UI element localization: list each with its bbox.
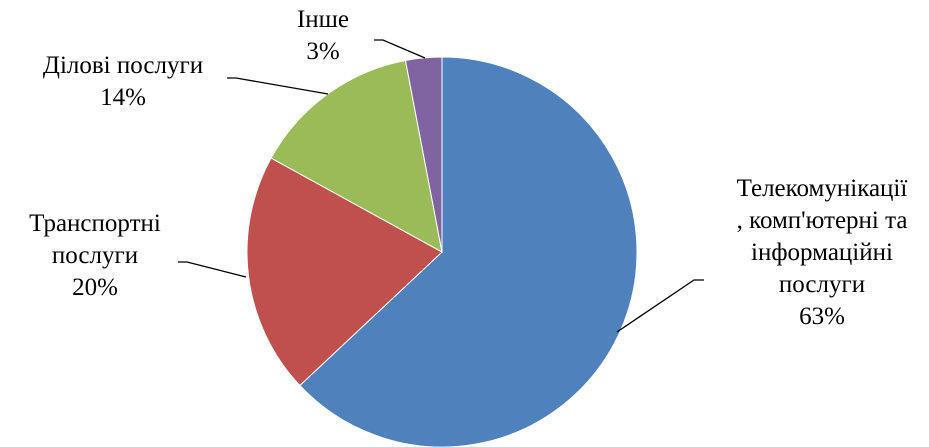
slice-name-line: інформаційні	[751, 239, 893, 266]
slice-name-line: Телекомунікації	[737, 175, 908, 202]
slice-label: Інше 3%	[297, 6, 349, 65]
leader-line	[178, 261, 247, 278]
slice-name-line: Інше	[297, 6, 349, 33]
slice-percent-label: 63%	[799, 303, 845, 330]
slice-label: Телекомунікації , комп'ютерні та інформаці…	[737, 175, 908, 330]
pie-slices	[246, 56, 638, 447]
slice-label: Ділові послуги 14%	[43, 52, 203, 111]
slice-percent-label: 20%	[72, 274, 118, 301]
slice-name-line: послуги	[779, 271, 865, 298]
leader-line	[616, 279, 704, 333]
slice-label: Транспортні послуги 20%	[29, 210, 161, 301]
slice-percent-label: 14%	[100, 84, 146, 111]
slice-name-line: Транспортні	[29, 210, 161, 237]
pie-slice	[246, 157, 443, 387]
slice-name-line: послуги	[52, 242, 138, 269]
slice-name-line: , комп'ютерні та	[737, 207, 908, 234]
leader-lines	[178, 39, 704, 333]
slice-labels: Телекомунікації , комп'ютерні та інформаці…	[29, 6, 907, 330]
leader-line	[374, 39, 426, 59]
leader-line	[227, 77, 329, 95]
slice-name-line: Ділові послуги	[43, 52, 203, 79]
slice-percent-label: 3%	[306, 38, 339, 65]
